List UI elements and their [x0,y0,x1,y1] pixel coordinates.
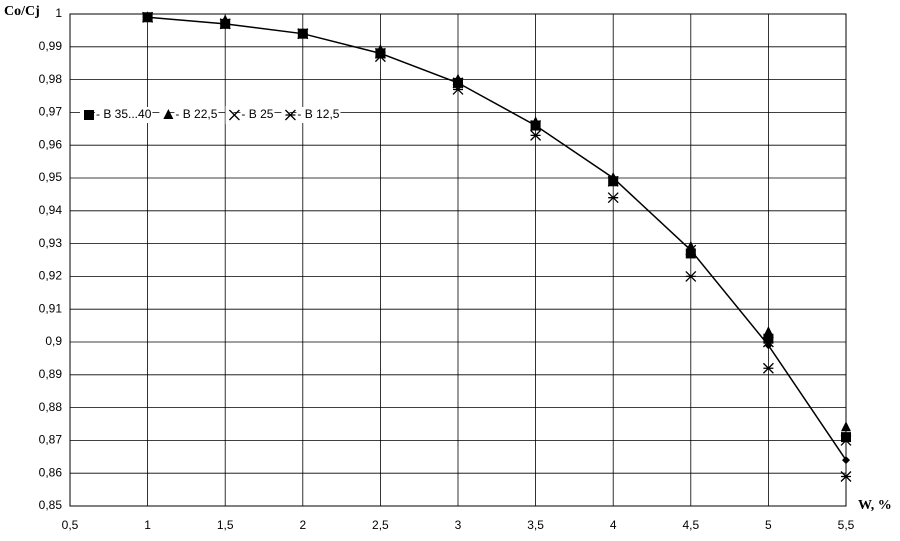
x-tick-label: 1 [144,518,151,532]
legend-item: - B 35...40 [80,106,153,124]
marker-asterisk [452,83,464,95]
marker-asterisk [284,109,296,121]
y-tick-label: 0,87 [39,433,63,447]
legend-label: - B 12,5 [297,107,339,121]
y-axis-title: Co/Cj [4,4,40,19]
marker-square [841,432,851,443]
x-tick-label: 2,5 [372,518,389,532]
y-tick-label: 0,96 [39,137,63,151]
marker-asterisk [530,129,542,141]
x-tick-label: 3 [455,518,462,532]
x-tick-label: 2 [299,518,306,532]
marker-asterisk [685,270,697,282]
legend-text-bg [296,107,341,123]
marker-diamond [764,341,773,350]
legend-text-bg [240,107,275,123]
y-tick-label: 0,99 [39,39,63,53]
marker-diamond [221,19,230,28]
marker-diamond [609,174,618,182]
x-tick-label: 0,5 [62,518,79,532]
x-tick-label: 3,5 [527,518,544,532]
marker-diamond [143,13,152,22]
y-tick-label: 0,97 [39,105,63,119]
y-tick-label: 0,88 [39,400,63,414]
marker-diamond [531,121,540,130]
x-tick-label: 4 [610,518,617,532]
legend-item: - B 12,5 [281,106,341,124]
legend-label: - B 22,5 [175,107,217,121]
marker-triangle [763,326,774,337]
marker-diamond [376,49,385,58]
y-tick-label: 0,94 [39,203,63,217]
y-tick-label: 0,93 [39,236,63,250]
legend-label: - B 25 [241,107,273,121]
marker-asterisk [607,192,619,204]
marker-diamond [298,29,307,38]
legend-bg [225,106,234,124]
y-tick-label: 0,91 [39,301,63,315]
x-tick-label: 1,5 [217,518,234,532]
y-tick-label: 0,9 [45,334,62,348]
marker-x [228,109,240,121]
y-tick-label: 0,95 [39,170,63,184]
marker-asterisk [762,362,774,374]
legend-text-bg [95,107,153,123]
y-tick-label: 0,98 [39,72,63,86]
marker-diamond [454,78,462,87]
y-tick-label: 0,85 [39,498,63,512]
y-tick-label: 0,92 [39,269,63,283]
marker-diamond [686,246,695,255]
legend-text-bg [174,107,219,123]
y-tick-label: 0,89 [39,367,63,381]
marker-square [84,110,94,120]
x-tick-label: 5 [765,518,772,532]
legend-label: - B 35...40 [96,107,152,121]
y-tick-label: 1 [55,6,62,20]
marker-diamond [842,456,850,465]
fit-line [147,16,847,461]
marker-triangle [841,421,851,432]
marker-square [763,333,774,344]
legend-bg [159,106,168,124]
marker-asterisk [840,471,852,482]
x-axis-title: W, % [858,498,892,513]
y-tick-label: 0,86 [39,465,63,479]
x-tick-label: 5,5 [838,518,855,532]
legend-item: - B 25 [225,106,275,124]
marker-triangle [163,109,174,119]
x-tick-label: 4,5 [682,518,699,532]
legend-item: - B 22,5 [159,106,219,124]
marker-x [840,434,852,446]
plot-frame [69,13,847,507]
